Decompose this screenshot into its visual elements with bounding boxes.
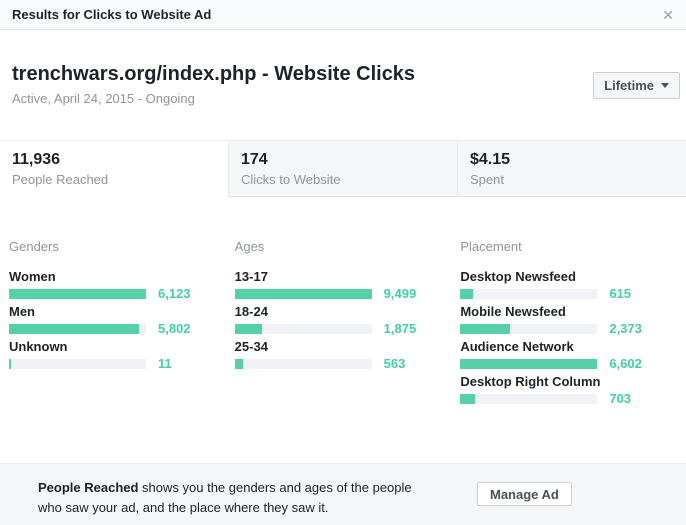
bar-track <box>460 324 598 334</box>
bar-label: Unknown <box>9 339 68 354</box>
bar-fill <box>9 324 139 334</box>
placement-chart: Placement Desktop Newsfeed 615 Mobile Ne… <box>460 239 686 409</box>
bar-track <box>234 324 372 334</box>
bar-value: 2,373 <box>609 321 642 336</box>
bar-value: 615 <box>609 286 632 301</box>
stat-label: Clicks to Website <box>241 172 341 187</box>
ad-status: Active, April 24, 2015 - Ongoing <box>12 91 195 106</box>
bar-row: Unknown 11 <box>9 339 235 371</box>
bar-track <box>9 359 146 369</box>
stat-value: $4.15 <box>470 151 511 168</box>
bar-fill <box>234 289 372 299</box>
bar-value: 6,602 <box>609 356 642 371</box>
genders-chart: Genders Women 6,123 Men 5,802 Unknown <box>9 239 235 409</box>
bar-row: Mobile Newsfeed 2,373 <box>460 304 686 336</box>
bar-value: 5,802 <box>158 321 191 336</box>
stat-value: 11,936 <box>12 151 61 168</box>
bar-row: Desktop Newsfeed 615 <box>460 269 686 301</box>
bar-label: Mobile Newsfeed <box>460 304 566 319</box>
bar-row: 25-34 563 <box>234 339 461 371</box>
bar-fill <box>460 359 598 369</box>
bar-label: 25-34 <box>234 339 268 354</box>
bar-track <box>460 289 598 299</box>
footer-highlight: People Reached <box>38 480 139 495</box>
bar-track <box>234 359 372 369</box>
chart-column-title: Genders <box>9 239 59 254</box>
bar-fill <box>234 359 243 369</box>
bar-value: 1,875 <box>383 321 417 336</box>
tab-spent[interactable]: $4.15 Spent <box>457 141 686 197</box>
modal-header: Results for Clicks to Website Ad ✕ <box>0 0 686 30</box>
lifetime-dropdown-button[interactable]: Lifetime <box>593 72 680 99</box>
bar-label: Audience Network <box>460 339 574 354</box>
bar-label: Women <box>9 269 56 284</box>
bar-row: Audience Network 6,602 <box>460 339 686 371</box>
stat-tabs: 11,936 People Reached 174 Clicks to Webs… <box>0 140 686 197</box>
bar-label: 18-24 <box>234 304 268 319</box>
bar-label: 13-17 <box>234 269 268 284</box>
bar-fill <box>460 394 475 404</box>
bar-track <box>9 289 146 299</box>
ad-title: trenchwars.org/index.php - Website Click… <box>12 63 416 85</box>
bar-fill <box>460 324 510 334</box>
bar-track <box>234 289 372 299</box>
bar-label: Desktop Right Column <box>460 374 601 389</box>
bar-fill <box>460 289 474 299</box>
bar-value: 703 <box>609 391 632 406</box>
bar-value: 563 <box>383 356 406 371</box>
bar-row: 13-17 9,499 <box>234 269 461 301</box>
stat-label: People Reached <box>12 172 109 187</box>
chart-column-title: Placement <box>460 239 522 254</box>
bar-label: Men <box>9 304 35 319</box>
bar-track <box>460 394 598 404</box>
lifetime-dropdown-label: Lifetime <box>604 78 654 93</box>
footer-description: People Reached shows you the genders and… <box>38 478 438 518</box>
stat-label: Spent <box>470 172 504 187</box>
tab-clicks-to-website[interactable]: 174 Clicks to Website <box>228 141 457 197</box>
ad-title-section: trenchwars.org/index.php - Website Click… <box>0 30 686 107</box>
bar-value: 9,499 <box>383 286 417 301</box>
chart-column-title: Ages <box>234 239 265 254</box>
bar-track <box>460 359 598 369</box>
bar-row: 18-24 1,875 <box>234 304 461 336</box>
stat-value: 174 <box>241 151 268 168</box>
charts-section: Genders Women 6,123 Men 5,802 Unknown <box>0 239 686 409</box>
bar-fill <box>9 359 12 369</box>
manage-ad-button[interactable]: Manage Ad <box>477 482 572 506</box>
bar-track <box>9 324 146 334</box>
modal-title: Results for Clicks to Website Ad <box>12 7 212 22</box>
bar-value: 6,123 <box>158 286 191 301</box>
chevron-down-icon <box>661 83 669 88</box>
bar-row: Women 6,123 <box>9 269 235 301</box>
bar-row: Men 5,802 <box>9 304 235 336</box>
bar-fill <box>9 289 146 299</box>
close-icon[interactable]: ✕ <box>662 6 674 23</box>
bar-fill <box>234 324 262 334</box>
footer-description-rest: shows you the genders and ages of the pe… <box>38 480 412 515</box>
bar-label: Desktop Newsfeed <box>460 269 576 284</box>
footer: People Reached shows you the genders and… <box>0 463 686 525</box>
bar-row: Desktop Right Column 703 <box>460 374 686 406</box>
ages-chart: Ages 13-17 9,499 18-24 1,875 25-34 <box>234 239 461 409</box>
tab-people-reached[interactable]: 11,936 People Reached <box>0 141 228 197</box>
bar-value: 11 <box>158 356 172 371</box>
